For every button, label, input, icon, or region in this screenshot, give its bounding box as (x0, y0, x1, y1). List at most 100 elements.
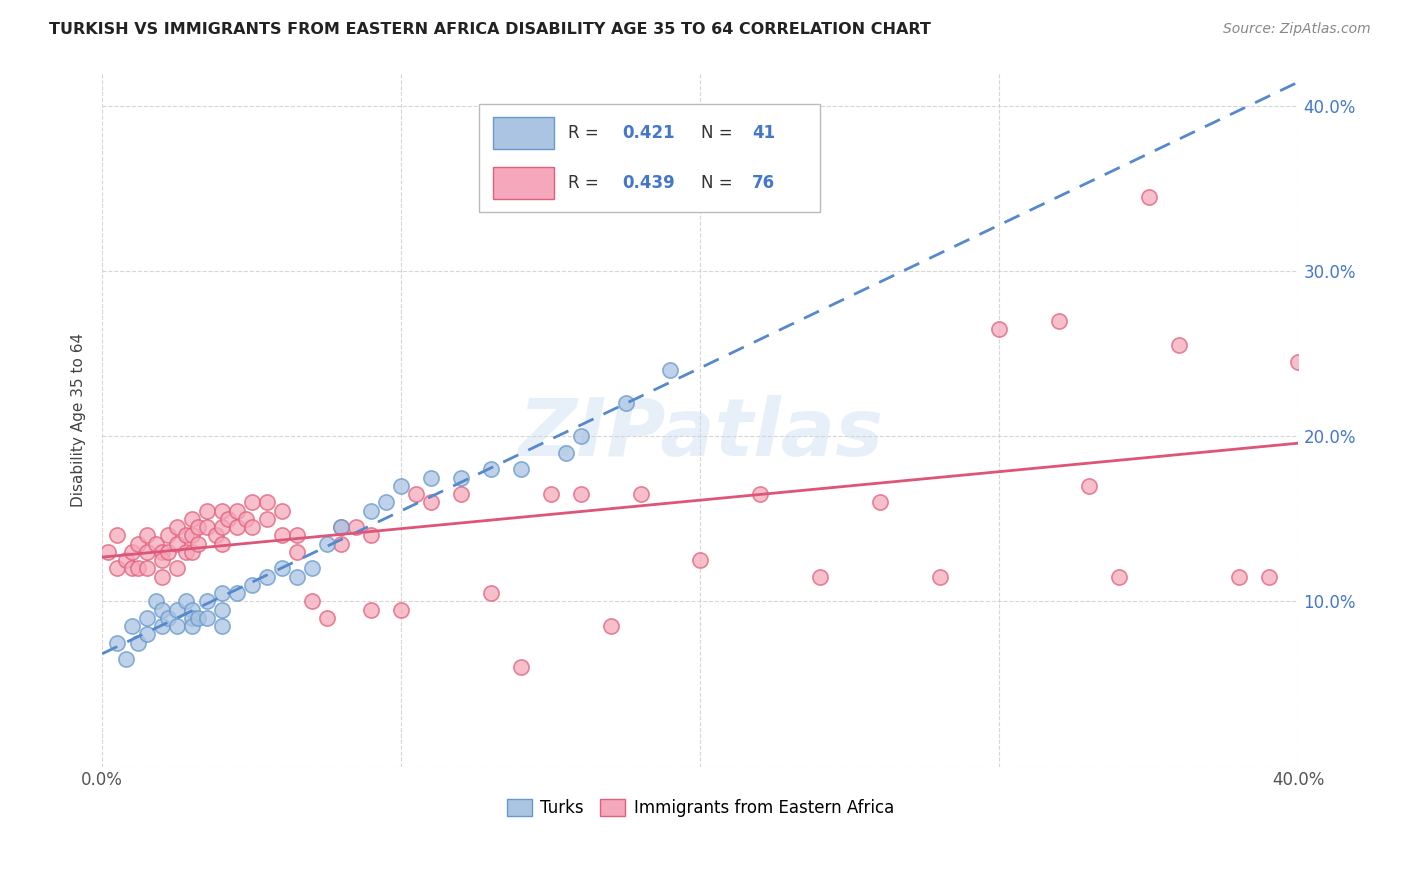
Point (181, 512, 204, 526)
Legend: Turks, Immigrants from Eastern Africa: Turks, Immigrants from Eastern Africa (501, 793, 901, 824)
Point (181, 619, 204, 633)
Text: TURKISH VS IMMIGRANTS FROM EASTERN AFRICA DISABILITY AGE 35 TO 64 CORRELATION CH: TURKISH VS IMMIGRANTS FROM EASTERN AFRIC… (49, 22, 931, 37)
Point (301, 561, 323, 575)
Point (509, 660, 531, 674)
Point (420, 495, 443, 509)
Point (375, 495, 398, 509)
Point (166, 561, 188, 575)
Point (136, 627, 159, 641)
Text: ZIPatlas: ZIPatlas (517, 394, 883, 473)
Point (187, 520, 209, 534)
Point (225, 503, 247, 517)
Point (174, 545, 197, 559)
Point (301, 594, 323, 608)
Point (659, 363, 682, 377)
Point (235, 512, 257, 526)
Point (240, 578, 263, 592)
Point (211, 520, 233, 534)
Point (405, 487, 427, 501)
Point (105, 561, 128, 575)
Point (225, 586, 247, 600)
Point (166, 619, 188, 633)
Point (211, 536, 233, 550)
Point (1137, 190, 1160, 204)
Point (105, 636, 128, 650)
Y-axis label: Disability Age 35 to 64: Disability Age 35 to 64 (72, 333, 86, 507)
Point (256, 569, 278, 583)
Point (450, 470, 472, 484)
Point (211, 586, 233, 600)
Point (330, 520, 353, 534)
Point (121, 619, 143, 633)
Point (115, 652, 138, 666)
Point (988, 322, 1011, 336)
Point (187, 536, 209, 550)
Point (181, 611, 204, 625)
Point (360, 528, 382, 542)
Point (315, 611, 337, 625)
Point (211, 602, 233, 616)
Point (97, 545, 120, 559)
Point (389, 479, 412, 493)
Point (315, 536, 337, 550)
Point (285, 569, 308, 583)
Point (1078, 479, 1101, 493)
Point (150, 619, 173, 633)
Point (166, 602, 188, 616)
Point (1047, 314, 1070, 328)
Point (105, 528, 128, 542)
Point (509, 462, 531, 476)
Text: Source: ZipAtlas.com: Source: ZipAtlas.com (1223, 22, 1371, 37)
Point (1167, 338, 1189, 352)
Point (256, 495, 278, 509)
Point (145, 536, 167, 550)
Point (420, 470, 443, 484)
Point (540, 487, 562, 501)
Point (150, 553, 173, 567)
Point (330, 520, 353, 534)
Point (181, 528, 204, 542)
Point (270, 561, 292, 575)
Point (136, 545, 159, 559)
Point (127, 536, 149, 550)
Point (195, 520, 218, 534)
Point (166, 520, 188, 534)
Point (121, 545, 143, 559)
Point (346, 520, 368, 534)
Point (181, 545, 204, 559)
Point (360, 503, 382, 517)
Point (225, 520, 247, 534)
Point (1288, 355, 1310, 369)
Point (1108, 569, 1130, 583)
Point (479, 462, 502, 476)
Point (270, 503, 292, 517)
Point (869, 495, 891, 509)
Point (174, 528, 197, 542)
Point (174, 594, 197, 608)
Point (554, 446, 576, 460)
Point (389, 602, 412, 616)
Point (150, 545, 173, 559)
Point (330, 536, 353, 550)
Point (195, 611, 218, 625)
Point (121, 561, 143, 575)
Point (127, 636, 149, 650)
Point (689, 553, 711, 567)
Point (285, 545, 308, 559)
Point (195, 503, 218, 517)
Point (211, 619, 233, 633)
Point (136, 611, 159, 625)
Point (256, 512, 278, 526)
Point (1227, 569, 1250, 583)
Point (181, 602, 204, 616)
Point (240, 495, 263, 509)
Point (136, 561, 159, 575)
Point (808, 569, 831, 583)
Point (479, 586, 502, 600)
Point (115, 553, 138, 567)
Point (150, 569, 173, 583)
Point (749, 487, 772, 501)
Point (136, 528, 159, 542)
Point (195, 594, 218, 608)
Point (166, 536, 188, 550)
